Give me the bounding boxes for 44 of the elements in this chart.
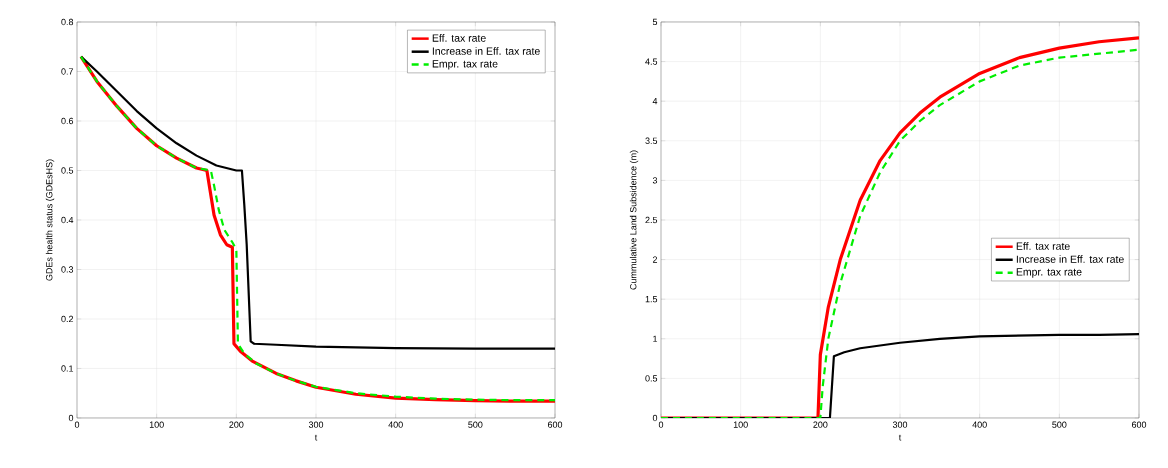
y-tick-label: 3 bbox=[652, 177, 658, 184]
y-tick-label: 4.5 bbox=[645, 58, 658, 65]
x-tick-label: 400 bbox=[972, 421, 987, 428]
x-tick-label: 600 bbox=[1131, 421, 1147, 428]
y-tick-label: 0.1 bbox=[61, 365, 74, 372]
y-tick-label: 0.2 bbox=[61, 315, 74, 323]
x-axis-title: t bbox=[898, 434, 902, 441]
x-tick-label: 100 bbox=[733, 421, 748, 428]
y-tick-label: 0.4 bbox=[61, 216, 74, 224]
x-tick-label: 400 bbox=[388, 421, 403, 428]
x-tick-label: 300 bbox=[892, 421, 908, 428]
legend-label: Increase in Eff. tax rate bbox=[432, 47, 540, 55]
y-tick-label: 1 bbox=[653, 335, 658, 342]
y-tick-label: 3.5 bbox=[645, 137, 658, 144]
x-tick-label: 300 bbox=[308, 421, 324, 428]
y-tick-label: 0 bbox=[652, 414, 658, 422]
y-tick-label: 0.3 bbox=[61, 266, 74, 273]
y-tick-label: 0.6 bbox=[61, 117, 74, 125]
y-axis-title: Cummulative Land Subsidence (m) bbox=[629, 150, 639, 290]
legend-label: Increase in Eff. tax rate bbox=[1016, 255, 1124, 263]
y-tick-label: 0 bbox=[68, 414, 74, 422]
y-tick-label: 2 bbox=[652, 256, 658, 263]
y-axis-title: GDEs health status (GDEsHS) bbox=[45, 159, 55, 281]
legend-label: Empr. tax rate bbox=[1016, 268, 1082, 278]
legend-label: Eff. tax rate bbox=[1016, 242, 1070, 250]
x-tick-label: 500 bbox=[1052, 421, 1067, 428]
y-tick-label: 0.5 bbox=[61, 167, 74, 174]
x-axis-title: t bbox=[314, 434, 318, 441]
x-tick-label: 0 bbox=[74, 421, 80, 428]
y-tick-label: 4 bbox=[652, 98, 658, 105]
y-tick-label: 0.5 bbox=[645, 375, 658, 382]
legend-label: Eff. tax rate bbox=[432, 34, 486, 42]
x-tick-label: 200 bbox=[229, 421, 244, 428]
x-tick-label: 0 bbox=[658, 421, 664, 428]
y-tick-label: 1.5 bbox=[645, 296, 658, 303]
x-tick-label: 500 bbox=[468, 421, 483, 428]
legend-label: Empr. tax rate bbox=[432, 60, 498, 70]
x-tick-label: 600 bbox=[547, 421, 563, 428]
y-tick-label: 5 bbox=[652, 18, 658, 26]
y-tick-label: 2.5 bbox=[645, 216, 658, 224]
x-tick-label: 100 bbox=[149, 421, 164, 428]
y-tick-label: 0.7 bbox=[61, 68, 74, 75]
x-tick-label: 200 bbox=[813, 421, 828, 428]
y-tick-label: 0.8 bbox=[61, 18, 74, 26]
